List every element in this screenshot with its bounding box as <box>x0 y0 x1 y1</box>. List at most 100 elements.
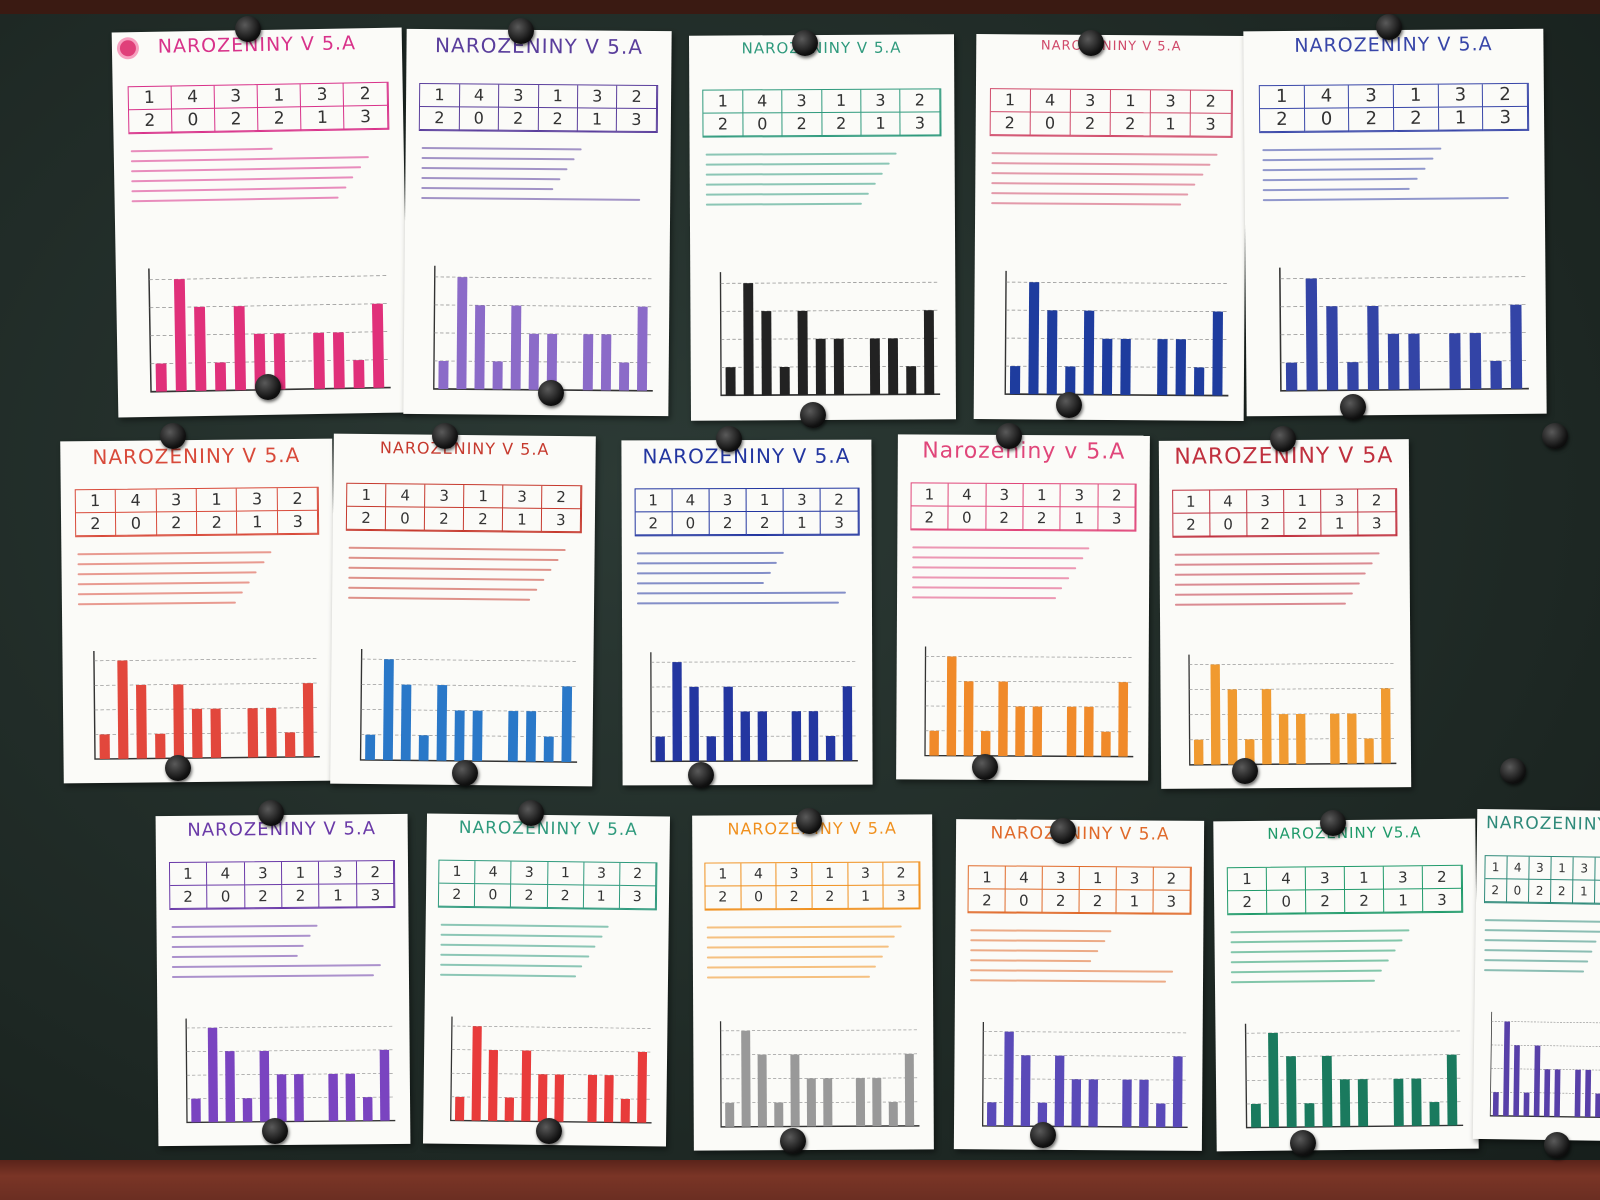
chart-bar <box>791 711 802 761</box>
chart-bar <box>284 732 296 758</box>
chart-gridline <box>1005 365 1229 368</box>
chart-bar <box>587 1074 598 1123</box>
magnet-icon <box>536 1118 562 1144</box>
handwritten-questions <box>636 544 860 613</box>
chart-bar <box>1321 1055 1333 1127</box>
chart-bar <box>1408 333 1421 390</box>
handwritten-questions <box>421 139 657 209</box>
table-cell: 2 <box>705 886 742 910</box>
poster-p11: NAROZENINY V 5.A 1 4 3 1 3 2 2 0 2 2 1 3 <box>155 813 411 1147</box>
table-cell: 3 <box>986 484 1024 508</box>
chart-bar <box>1449 333 1461 390</box>
table-cell: 3 <box>1116 867 1154 891</box>
table-cell: 2 <box>900 89 941 113</box>
table-cell: 3 <box>237 488 278 512</box>
table-cell: 3 <box>883 885 920 909</box>
table-cell: 2 <box>776 885 813 910</box>
table-cell: 0 <box>475 884 512 908</box>
chart-bar <box>774 1102 784 1127</box>
table-cell: 2 <box>1260 108 1305 133</box>
chart-bar <box>1469 333 1482 390</box>
chart-bar <box>436 685 448 761</box>
table-cell: 3 <box>617 108 657 132</box>
table-cell: 1 <box>821 89 862 113</box>
table-cell: 0 <box>1209 512 1248 537</box>
chart-bar <box>1027 282 1039 395</box>
chart-bar <box>1193 367 1204 396</box>
table-cell: 1 <box>635 489 673 513</box>
chart-bar <box>99 734 110 760</box>
chart-gridline <box>93 682 319 686</box>
table-cell: 0 <box>741 886 777 910</box>
handwritten-questions <box>1230 921 1464 991</box>
chart-bar <box>1347 362 1359 391</box>
table-cell: 0 <box>1506 879 1530 903</box>
chart-gridline <box>1279 276 1528 280</box>
chart-bar <box>1138 1079 1149 1128</box>
chart-bar <box>1268 1032 1279 1128</box>
chart-bar <box>1595 1093 1600 1118</box>
chart-bar <box>400 684 412 761</box>
chart-bar <box>191 709 203 759</box>
chart-bar <box>471 1026 483 1121</box>
table-cell: 2 <box>1483 83 1528 108</box>
table-cell: 2 <box>257 107 302 131</box>
chart-bar <box>825 735 836 761</box>
birthday-bar-chart <box>351 644 580 772</box>
chart-bar <box>1175 339 1186 396</box>
table-cell: 3 <box>1438 84 1484 108</box>
chart-bar <box>672 662 682 762</box>
birthday-bar-chart <box>1485 1007 1600 1127</box>
table-cell: 2 <box>910 506 949 530</box>
chart-svg <box>924 646 1134 758</box>
birthday-bar-chart <box>711 265 942 406</box>
chart-bar <box>1261 688 1272 765</box>
chart-bar <box>761 311 772 396</box>
chart-gridline <box>721 1077 920 1080</box>
table-cell: 2 <box>1306 890 1346 914</box>
chart-gridline <box>925 656 1134 658</box>
handwritten-questions <box>439 916 657 987</box>
table-cell: 3 <box>583 862 621 887</box>
table-cell: 1 <box>1259 85 1305 110</box>
chart-svg <box>720 1021 920 1128</box>
chart-gridline <box>720 1029 920 1032</box>
table-cell: 4 <box>672 489 710 513</box>
table-cell: 2 <box>511 884 548 909</box>
chart-gridline <box>1005 281 1229 284</box>
magnet-icon <box>780 1128 806 1154</box>
birthday-bar-chart <box>84 644 322 769</box>
magnet-icon <box>796 808 822 834</box>
chart-bar <box>986 1102 997 1126</box>
table-cell: 1 <box>128 86 172 111</box>
table-cell: 1 <box>1344 866 1384 891</box>
chart-bar <box>554 1074 565 1122</box>
chart-svg <box>1004 270 1229 397</box>
chart-bar <box>1584 1069 1592 1118</box>
chart-bar <box>1066 706 1077 757</box>
chart-svg <box>1279 267 1529 392</box>
chart-gridline <box>720 309 940 312</box>
chart-gridline <box>651 710 858 713</box>
chart-bar <box>888 1101 899 1127</box>
table-cell: 3 <box>541 508 581 533</box>
chart-gridline <box>434 360 654 364</box>
chart-bar <box>1326 306 1339 391</box>
magnet-icon <box>688 762 714 788</box>
chart-axes <box>433 265 653 392</box>
table-cell: 1 <box>1321 512 1359 536</box>
chart-svg <box>359 648 579 763</box>
table-cell: 4 <box>741 863 777 887</box>
table-cell: 1 <box>1438 107 1484 131</box>
table-cell: 1 <box>1551 857 1574 881</box>
chart-bar <box>963 681 974 756</box>
poster-p3: NAROZENINY V 5.A 1 4 3 1 3 2 2 0 2 2 1 3 <box>688 34 957 421</box>
table-cell: 3 <box>782 89 822 114</box>
chart-bar <box>472 710 483 762</box>
chart-bar <box>1064 366 1076 395</box>
chart-bar <box>1380 688 1391 764</box>
table-cell: 2 <box>812 885 849 909</box>
chart-bar <box>215 362 227 391</box>
table-cell: 3 <box>1321 489 1359 513</box>
